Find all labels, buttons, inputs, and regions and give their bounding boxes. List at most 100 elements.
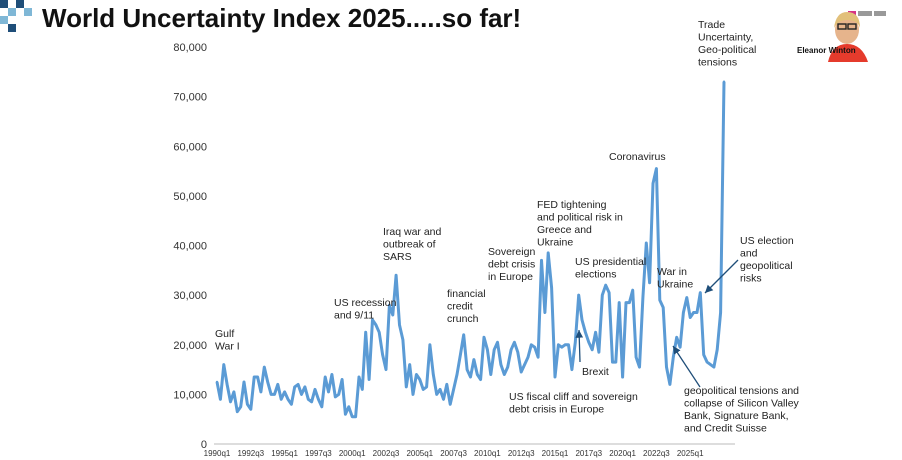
- data-point: [418, 378, 421, 381]
- data-point: [695, 311, 699, 314]
- data-point: [347, 405, 351, 408]
- data-point: [246, 403, 249, 406]
- data-point: [398, 323, 401, 327]
- annotation-label: Coronavirus: [609, 151, 666, 163]
- y-tick-label: 60,000: [173, 141, 207, 153]
- data-point: [459, 353, 462, 356]
- data-point: [364, 331, 367, 334]
- data-point: [391, 313, 394, 317]
- data-point: [263, 365, 266, 369]
- data-point: [614, 360, 618, 364]
- data-point: [252, 375, 256, 379]
- x-tick-label: 1995q1: [271, 449, 298, 458]
- data-point: [432, 373, 435, 376]
- data-point: [509, 348, 513, 351]
- x-tick-label: 2005q1: [406, 449, 433, 458]
- annotation-arrow: [575, 329, 584, 363]
- data-point: [293, 385, 296, 389]
- data-point: [340, 378, 344, 381]
- data-point: [465, 368, 469, 371]
- data-point: [712, 365, 716, 369]
- data-point: [492, 348, 496, 351]
- data-point: [553, 375, 557, 379]
- data-point: [479, 378, 482, 381]
- data-point: [371, 318, 374, 322]
- data-point: [634, 355, 638, 359]
- annotation-label: US election and geopolitical risks: [740, 235, 794, 285]
- x-tick-label: 2022q3: [643, 449, 670, 458]
- x-tick-label: 2007q3: [440, 449, 467, 458]
- x-tick-label: 1992q3: [237, 449, 264, 458]
- data-point: [317, 398, 320, 401]
- data-point: [229, 400, 232, 404]
- x-tick-label: 2015q1: [542, 449, 569, 458]
- data-point: [716, 348, 719, 351]
- data-point: [219, 398, 222, 401]
- annotation-label: US presidential elections: [575, 256, 646, 281]
- x-tick-label: 2020q1: [609, 449, 636, 458]
- data-point: [401, 338, 405, 341]
- data-point: [259, 390, 263, 394]
- data-point: [563, 343, 567, 346]
- data-point: [523, 363, 526, 366]
- data-point: [526, 355, 530, 359]
- data-point: [702, 353, 705, 356]
- data-point: [513, 341, 516, 344]
- presenter-avatar: [828, 12, 868, 62]
- data-point: [540, 259, 543, 262]
- data-point: [290, 403, 293, 406]
- data-point: [543, 311, 547, 314]
- data-point: [408, 363, 411, 366]
- presenter-video: Eleanor Winton: [792, 0, 902, 62]
- data-point: [472, 358, 476, 361]
- data-point: [320, 405, 323, 408]
- series-points: [215, 80, 726, 418]
- data-point: [357, 375, 361, 379]
- data-point: [455, 373, 459, 376]
- data-point: [587, 341, 590, 344]
- data-point: [574, 341, 577, 344]
- data-point: [618, 301, 621, 304]
- data-point: [236, 410, 239, 413]
- data-point: [547, 251, 550, 255]
- data-point: [709, 363, 712, 366]
- data-point: [668, 383, 672, 386]
- data-point: [486, 348, 489, 351]
- annotation-label: Gulf War I: [215, 328, 240, 353]
- data-point: [560, 346, 563, 349]
- data-point: [462, 333, 465, 337]
- data-point: [445, 383, 449, 386]
- annotation-label: Trade Uncertainty, Geo-political tensions: [698, 19, 756, 69]
- data-point: [222, 363, 225, 366]
- corner-decoration-icon: [0, 0, 32, 32]
- data-point: [476, 373, 479, 376]
- data-point: [624, 301, 628, 304]
- data-point: [722, 80, 726, 83]
- data-point: [394, 274, 398, 277]
- data-point: [300, 393, 303, 396]
- data-point: [388, 303, 391, 307]
- data-point: [374, 323, 378, 327]
- data-point: [503, 373, 506, 376]
- y-tick-label: 20,000: [173, 340, 207, 352]
- y-tick-label: 70,000: [173, 92, 207, 104]
- x-tick-label: 2000q1: [339, 449, 366, 458]
- data-point: [310, 400, 313, 404]
- data-point: [405, 385, 408, 389]
- data-point: [638, 365, 641, 369]
- data-point: [323, 375, 327, 379]
- annotation-label: US fiscal cliff and sovereign debt crisis…: [509, 391, 638, 416]
- data-point: [276, 383, 280, 386]
- annotations: Gulf War I US recession and 9/11 Iraq war an…: [215, 19, 800, 435]
- data-point: [675, 336, 678, 339]
- data-point: [604, 284, 607, 287]
- x-tick-label: 1990q1: [204, 449, 231, 458]
- slide-title: World Uncertainty Index 2025.....so far!: [42, 3, 522, 33]
- annotation-arrows: [575, 259, 739, 388]
- x-axis: 1990q1 1992q3 1995q1 1997q3 2000q1 2002q3 2005…: [204, 449, 704, 458]
- data-point: [296, 383, 300, 386]
- x-tick-label: 2010q1: [474, 449, 501, 458]
- data-point: [239, 405, 242, 408]
- data-point: [699, 291, 702, 294]
- annotation-label: financial credit crunch: [447, 288, 486, 325]
